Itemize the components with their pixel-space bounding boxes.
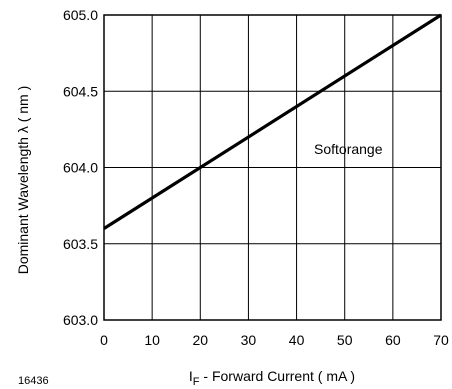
series-annotation: Softorange [314,141,383,157]
x-axis-title-main: I [189,368,193,384]
x-tick-label: 0 [100,332,108,348]
y-tick-label: 604.5 [63,83,98,99]
x-axis-title: IF - Forward Current ( mA ) [189,368,355,388]
y-tick-labels: 603.0 603.5 604.0 604.5 605.0 [63,7,98,328]
x-tick-label: 60 [385,332,401,348]
x-axis-title-subscript: F [193,376,200,388]
plot-border [103,14,442,321]
y-tick-label: 605.0 [63,7,98,23]
x-tick-label: 70 [433,332,449,348]
series-line [103,13,442,230]
x-tick-label: 10 [144,332,160,348]
y-tick-label: 603.0 [63,312,98,328]
grid-lines [104,15,441,320]
x-axis-title-rest: - Forward Current ( mA ) [200,368,356,384]
y-tick-label: 603.5 [63,236,98,252]
y-tick-label: 604.0 [63,160,98,176]
x-tick-label: 30 [241,332,257,348]
x-tick-label: 50 [337,332,353,348]
figure-id: 16436 [18,375,49,387]
plot-frame [103,14,442,321]
x-tick-label: 20 [192,332,208,348]
x-tick-label: 40 [289,332,305,348]
x-tick-labels: 0 10 20 30 40 50 60 70 [100,332,449,348]
y-axis-title: Dominant Wavelength λ ( nm ) [15,86,31,275]
series-lines [103,13,442,230]
